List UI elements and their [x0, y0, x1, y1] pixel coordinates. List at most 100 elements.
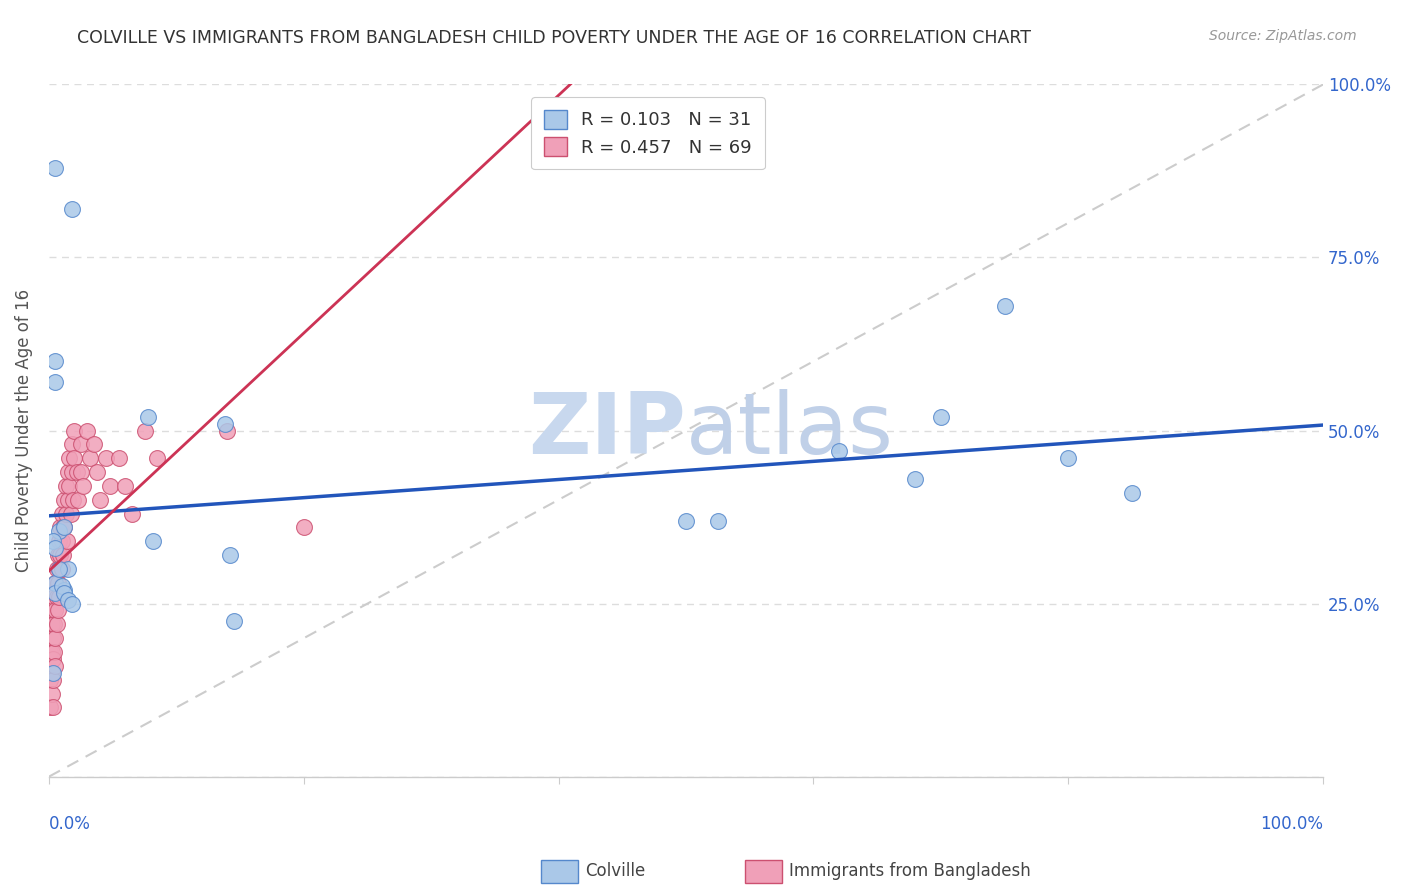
- Point: [142, 534, 165, 549]
- Point: [39, 645, 62, 659]
- Point: [42, 645, 65, 659]
- Point: [45, 590, 67, 604]
- Point: [48, 534, 70, 549]
- Point: [83, 437, 105, 451]
- Point: [58, 451, 80, 466]
- Point: [217, 424, 239, 438]
- Point: [55, 479, 77, 493]
- Text: Source: ZipAtlas.com: Source: ZipAtlas.com: [1209, 29, 1357, 43]
- Point: [79, 451, 101, 466]
- Y-axis label: Child Poverty Under the Age of 16: Child Poverty Under the Age of 16: [15, 289, 32, 572]
- Point: [63, 424, 86, 438]
- Point: [39, 673, 62, 687]
- Point: [89, 492, 111, 507]
- Point: [59, 507, 82, 521]
- Point: [44, 658, 66, 673]
- Point: [51, 534, 73, 549]
- Point: [219, 548, 242, 562]
- Text: atlas: atlas: [686, 389, 894, 472]
- Point: [69, 465, 91, 479]
- Point: [929, 409, 952, 424]
- Point: [48, 524, 70, 538]
- Point: [51, 579, 73, 593]
- Point: [44, 575, 66, 590]
- Point: [41, 665, 63, 680]
- Point: [53, 586, 76, 600]
- Point: [45, 562, 67, 576]
- Point: [42, 700, 65, 714]
- Point: [56, 593, 79, 607]
- Point: [48, 562, 70, 576]
- Point: [41, 645, 63, 659]
- Point: [49, 520, 72, 534]
- Point: [60, 202, 83, 216]
- Point: [1057, 451, 1080, 466]
- Text: Colville: Colville: [585, 863, 645, 880]
- Point: [904, 472, 927, 486]
- Point: [72, 479, 94, 493]
- Point: [1121, 485, 1143, 500]
- Point: [44, 375, 66, 389]
- Point: [42, 617, 65, 632]
- Point: [42, 665, 65, 680]
- Point: [56, 492, 79, 507]
- Point: [42, 673, 65, 687]
- Point: [52, 520, 75, 534]
- Point: [42, 590, 65, 604]
- Text: Immigrants from Bangladesh: Immigrants from Bangladesh: [789, 863, 1031, 880]
- Point: [52, 548, 75, 562]
- Point: [121, 507, 143, 521]
- Text: COLVILLE VS IMMIGRANTS FROM BANGLADESH CHILD POVERTY UNDER THE AGE OF 16 CORRELA: COLVILLE VS IMMIGRANTS FROM BANGLADESH C…: [77, 29, 1032, 46]
- Point: [42, 603, 65, 617]
- Point: [45, 617, 67, 632]
- Point: [76, 424, 98, 438]
- Text: 100.0%: 100.0%: [1260, 814, 1323, 833]
- Point: [42, 652, 65, 666]
- Point: [42, 631, 65, 645]
- Point: [44, 631, 66, 645]
- Point: [96, 451, 118, 466]
- Point: [63, 451, 86, 466]
- Point: [56, 534, 79, 549]
- Point: [44, 575, 66, 590]
- Point: [44, 161, 66, 175]
- Point: [60, 437, 83, 451]
- Point: [60, 597, 83, 611]
- Point: [42, 534, 65, 549]
- Point: [675, 514, 697, 528]
- Point: [53, 520, 76, 534]
- Point: [138, 409, 160, 424]
- Point: [44, 541, 66, 556]
- Point: [134, 424, 156, 438]
- Point: [707, 514, 730, 528]
- Point: [46, 603, 69, 617]
- Point: [114, 479, 136, 493]
- Point: [222, 614, 245, 628]
- Point: [67, 492, 90, 507]
- Point: [41, 687, 63, 701]
- Point: [292, 520, 315, 534]
- Text: ZIP: ZIP: [529, 389, 686, 472]
- Point: [55, 507, 77, 521]
- Point: [66, 465, 89, 479]
- Point: [44, 354, 66, 368]
- Point: [46, 548, 69, 562]
- Point: [48, 562, 70, 576]
- Point: [53, 582, 76, 597]
- Point: [69, 437, 91, 451]
- Point: [44, 586, 66, 600]
- Point: [39, 700, 62, 714]
- Point: [53, 520, 76, 534]
- Legend: R = 0.103   N = 31, R = 0.457   N = 69: R = 0.103 N = 31, R = 0.457 N = 69: [531, 97, 765, 169]
- Point: [108, 451, 131, 466]
- Point: [49, 548, 72, 562]
- Point: [214, 417, 236, 431]
- Point: [56, 562, 79, 576]
- Point: [41, 617, 63, 632]
- Point: [46, 575, 69, 590]
- Point: [53, 492, 76, 507]
- Point: [51, 507, 73, 521]
- Point: [828, 444, 851, 458]
- Point: [56, 465, 79, 479]
- Point: [146, 451, 169, 466]
